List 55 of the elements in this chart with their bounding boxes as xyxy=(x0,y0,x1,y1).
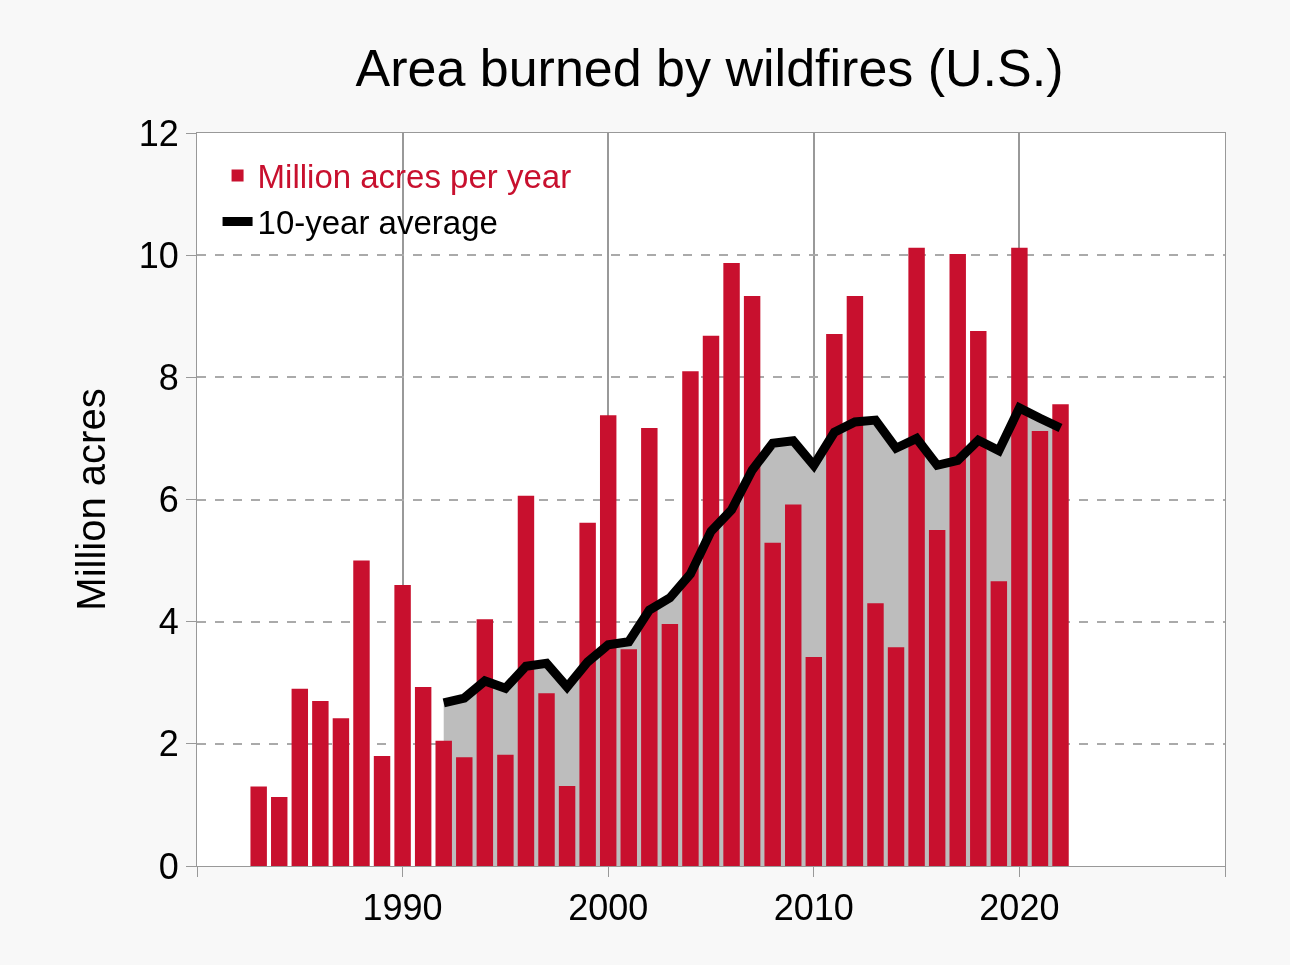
bar xyxy=(353,560,370,866)
bar xyxy=(271,796,288,866)
bar xyxy=(970,330,987,866)
y-axis-title: Million acres xyxy=(69,388,114,611)
x-tick-label: 2020 xyxy=(979,887,1060,929)
y-tick-label: 12 xyxy=(138,112,179,154)
y-tick-label: 8 xyxy=(158,356,179,398)
bar xyxy=(558,785,576,866)
bar xyxy=(291,688,309,866)
bar xyxy=(1011,247,1028,866)
bar xyxy=(723,263,740,866)
bar xyxy=(599,415,617,866)
bar xyxy=(764,542,781,866)
chart-title: Area burned by wildfires (U.S.) xyxy=(355,38,1064,97)
bar xyxy=(846,296,864,866)
bar xyxy=(312,701,329,866)
bar xyxy=(476,619,494,866)
bar xyxy=(435,740,452,866)
bar xyxy=(414,687,432,866)
y-tick-label: 0 xyxy=(158,845,179,887)
legend-label: Million acres per year xyxy=(257,158,572,196)
y-tick-label: 4 xyxy=(158,601,179,643)
bar xyxy=(928,530,946,866)
bar xyxy=(949,253,966,866)
bar xyxy=(517,495,535,866)
x-tick-label: 1990 xyxy=(362,887,443,929)
bar xyxy=(538,693,555,866)
bar xyxy=(661,624,679,866)
bar xyxy=(990,581,1008,866)
bar xyxy=(641,428,658,866)
y-tick-label: 2 xyxy=(158,723,179,765)
bar xyxy=(1031,431,1049,866)
bar xyxy=(373,756,391,866)
bar xyxy=(826,333,843,866)
bar xyxy=(702,335,720,866)
bar xyxy=(867,603,884,866)
bar xyxy=(1052,404,1069,866)
bar xyxy=(887,647,905,866)
bar xyxy=(497,754,514,866)
bar xyxy=(785,504,802,866)
bar xyxy=(332,718,350,866)
y-tick-label: 6 xyxy=(158,479,179,521)
x-tick-label: 2010 xyxy=(773,887,854,929)
x-tick-label: 2000 xyxy=(568,887,649,929)
bar xyxy=(682,371,699,866)
bar xyxy=(456,757,473,866)
bar xyxy=(579,522,596,866)
legend-label: 10-year average xyxy=(257,204,498,242)
bar xyxy=(620,649,637,866)
bar xyxy=(908,247,925,866)
bar xyxy=(805,657,823,866)
bar xyxy=(250,786,267,866)
bar xyxy=(394,585,411,866)
bar xyxy=(743,296,761,866)
y-tick-label: 10 xyxy=(138,234,179,276)
